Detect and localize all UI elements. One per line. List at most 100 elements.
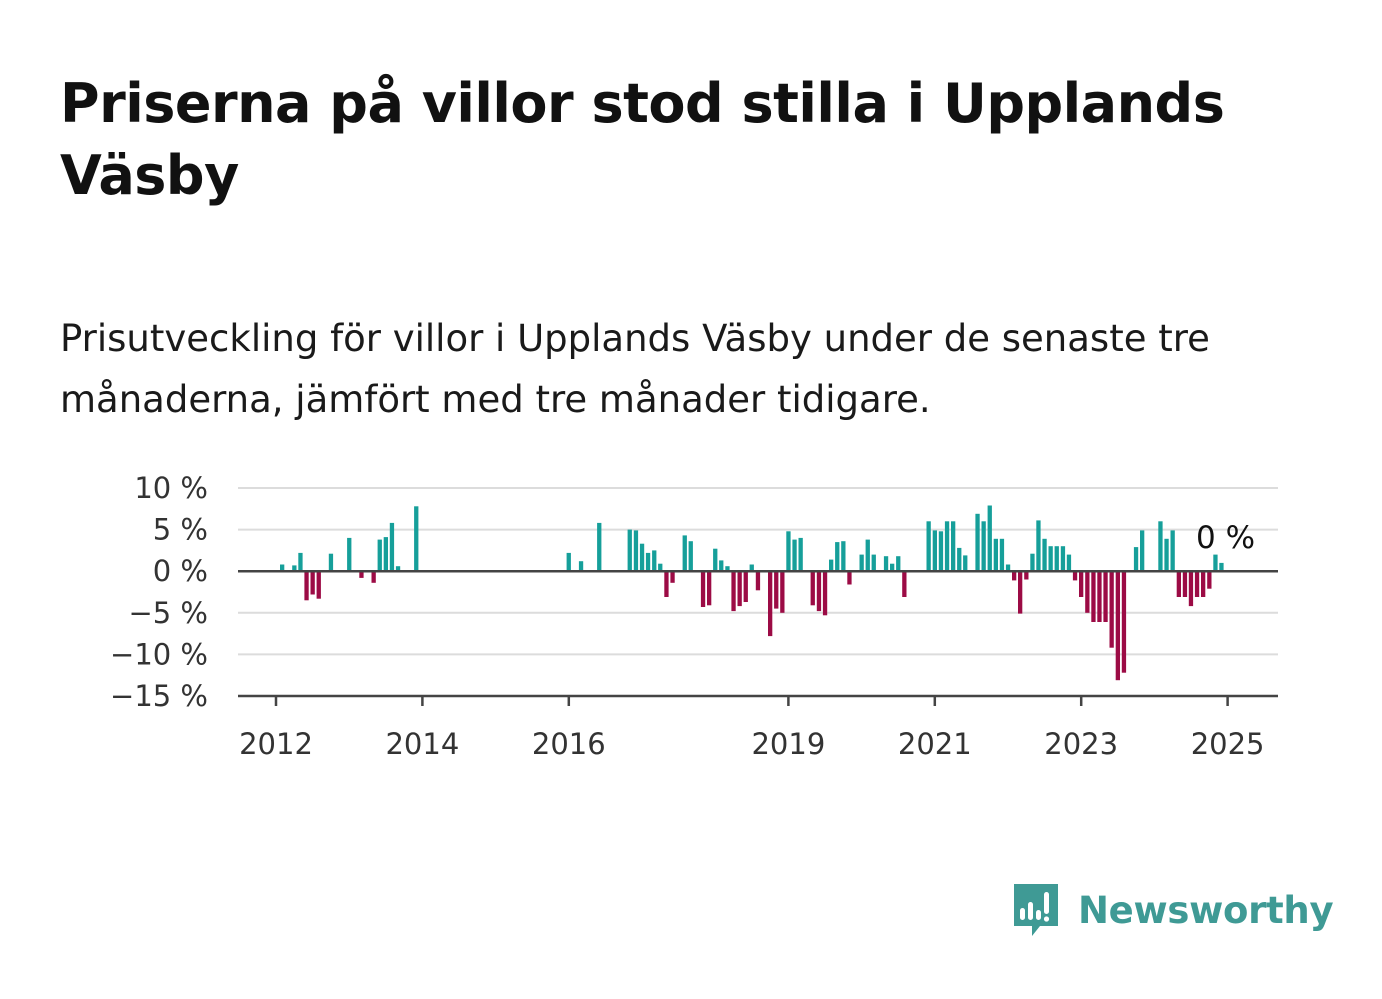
latest-value-label: 0 % xyxy=(1196,520,1255,556)
bar xyxy=(822,571,828,616)
bar xyxy=(938,531,944,572)
bar xyxy=(1024,571,1029,580)
bar xyxy=(1176,571,1181,597)
brand-logo: Newsworthy xyxy=(1010,878,1334,942)
bar xyxy=(774,571,779,609)
bar xyxy=(347,537,352,572)
bar xyxy=(731,571,736,612)
x-tick-label: 2012 xyxy=(239,727,313,761)
bar xyxy=(816,571,822,612)
x-tick-label: 2014 xyxy=(385,727,459,761)
bar xyxy=(639,543,645,572)
bar xyxy=(652,550,657,572)
bar xyxy=(1121,571,1127,673)
bar xyxy=(645,552,651,572)
bar xyxy=(1188,571,1194,607)
bar xyxy=(664,571,669,597)
bar xyxy=(792,539,797,572)
bar xyxy=(963,555,968,572)
bar xyxy=(310,571,315,595)
bars xyxy=(280,505,1224,681)
bar xyxy=(1194,571,1200,597)
bar xyxy=(707,571,712,606)
bar xyxy=(1103,571,1108,622)
bar xyxy=(633,530,639,572)
bar xyxy=(578,561,584,572)
newsworthy-logo-icon xyxy=(1014,884,1058,936)
bar xyxy=(359,571,364,578)
bar xyxy=(865,539,870,572)
bar xyxy=(682,535,687,572)
y-tick-label: 10 % xyxy=(134,471,208,505)
bar xyxy=(725,566,730,572)
bar xyxy=(1097,571,1102,622)
bar xyxy=(810,571,815,606)
bar xyxy=(1158,521,1163,572)
bar xyxy=(780,571,785,613)
bar xyxy=(414,506,419,572)
bar xyxy=(768,571,773,637)
brand-name: Newsworthy xyxy=(1078,888,1334,932)
x-tick-label: 2016 xyxy=(532,727,606,761)
bar xyxy=(1091,571,1096,622)
bar xyxy=(304,571,309,601)
bar xyxy=(1115,571,1120,681)
bar xyxy=(902,571,907,597)
bar xyxy=(1201,571,1206,597)
bar xyxy=(1072,571,1078,581)
chart-title: Priserna på villor stod stilla i Uppland… xyxy=(60,72,1225,207)
x-tick-label: 2025 xyxy=(1191,727,1265,761)
bar xyxy=(798,537,803,572)
x-tick-label: 2023 xyxy=(1044,727,1118,761)
chart-subtitle: Prisutveckling för villor i Upplands Väs… xyxy=(60,317,1210,421)
bar xyxy=(755,571,761,591)
bar xyxy=(1048,546,1053,572)
bar xyxy=(298,552,303,572)
bar xyxy=(829,559,834,572)
bar xyxy=(1182,571,1188,597)
x-tick-label: 2021 xyxy=(898,727,972,761)
bar xyxy=(1219,562,1224,572)
y-axis-labels: 10 % 5 % 0 % −5 % −10 % −15 % xyxy=(110,471,208,713)
y-tick-label: −15 % xyxy=(110,679,208,713)
bar xyxy=(1054,546,1059,572)
bar xyxy=(383,537,388,572)
axes xyxy=(238,569,1278,706)
bar xyxy=(749,564,754,572)
bar xyxy=(975,513,980,572)
y-tick-label: 5 % xyxy=(153,513,208,547)
bar xyxy=(932,530,937,572)
bar xyxy=(1066,554,1072,572)
bar xyxy=(658,563,663,572)
bar xyxy=(377,539,382,572)
bar xyxy=(627,529,632,572)
bar xyxy=(1018,571,1023,614)
bar xyxy=(890,563,895,572)
bar xyxy=(670,571,675,583)
bar xyxy=(993,538,998,572)
bar xyxy=(395,566,401,572)
y-tick-label: 0 % xyxy=(153,554,208,588)
bar xyxy=(713,548,718,572)
bar xyxy=(859,554,864,572)
bar xyxy=(1109,571,1114,648)
x-axis-labels: 2012 2014 2016 2019 2021 2023 2025 xyxy=(239,727,1264,761)
bar xyxy=(737,571,742,607)
bar xyxy=(1030,553,1035,572)
bar xyxy=(1207,571,1212,589)
bar xyxy=(1079,571,1084,597)
bar xyxy=(957,547,962,572)
bar xyxy=(786,531,791,572)
bar xyxy=(987,505,992,572)
bar xyxy=(871,554,876,572)
bar xyxy=(1085,571,1090,613)
bar xyxy=(926,521,931,572)
bar xyxy=(1036,520,1041,572)
bar xyxy=(951,521,956,572)
bar xyxy=(999,538,1005,572)
bar xyxy=(1012,571,1017,581)
bar xyxy=(316,571,321,599)
bar xyxy=(896,556,901,572)
bar xyxy=(597,522,602,572)
y-tick-label: −5 % xyxy=(128,596,208,630)
